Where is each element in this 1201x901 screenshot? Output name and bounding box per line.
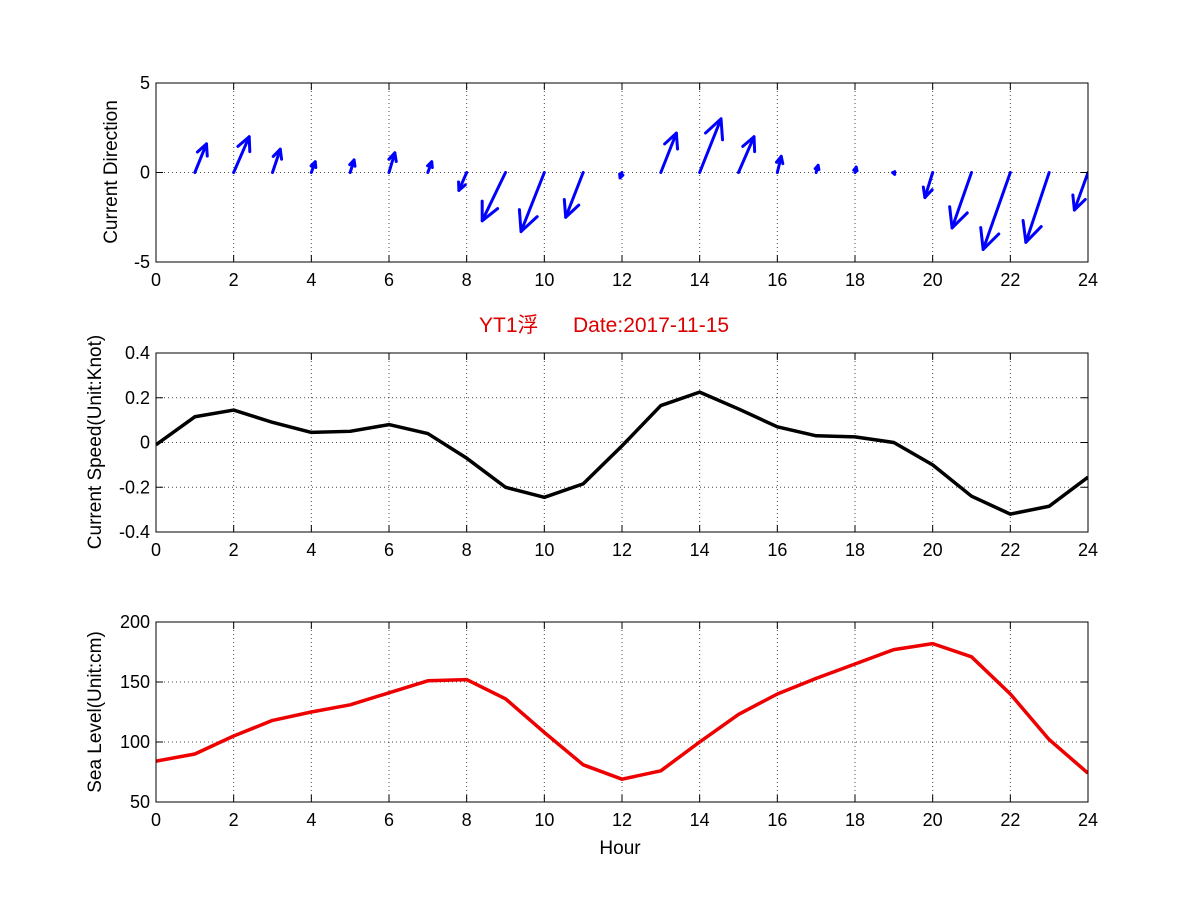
- current-arrow: [737, 135, 757, 174]
- direction-y-tick-label: 5: [140, 73, 150, 93]
- speed-x-tick-label: 10: [534, 540, 554, 560]
- direction-x-tick-label: 20: [923, 270, 943, 290]
- sealevel-x-tick-label: 2: [229, 810, 239, 830]
- current-arrow: [852, 165, 859, 174]
- direction-x-tick-label: 0: [151, 270, 161, 290]
- current-arrow: [979, 171, 1012, 251]
- sealevel-grid: [156, 622, 1088, 802]
- sealevel-x-tick-label: 6: [384, 810, 394, 830]
- current-arrow: [562, 171, 585, 219]
- speed-series-line: [156, 390, 1088, 516]
- speed-x-tick-label: 6: [384, 540, 394, 560]
- current-arrow: [309, 160, 318, 174]
- speed-x-tick-label: 20: [923, 540, 943, 560]
- chart-title-station: YT1浮: [479, 314, 539, 337]
- chart-title-date: Date:2017-11-15: [573, 314, 729, 337]
- sealevel-x-tick-label: 16: [767, 810, 787, 830]
- chart-title: YT1浮 Date:2017-11-15: [479, 314, 729, 337]
- current-arrow: [480, 171, 507, 223]
- direction-y-tick-label: 0: [140, 163, 150, 183]
- sealevel-y-tick-label: 100: [120, 732, 150, 752]
- direction-x-tick-label: 18: [845, 270, 865, 290]
- current-arrow: [387, 151, 398, 174]
- speed-x-ticks: 0 2 4 6 8 10 12 14 16 18 20 22 24: [151, 353, 1098, 560]
- sealevel-x-tick-label: 4: [306, 810, 316, 830]
- direction-x-tick-label: 12: [612, 270, 632, 290]
- direction-x-tick-label: 10: [534, 270, 554, 290]
- direction-x-tick-label: 24: [1078, 270, 1098, 290]
- speed-y-tick-label: -0.2: [119, 477, 150, 497]
- speed-y-ticks: 0.4 0.2 0 -0.2 -0.4: [119, 343, 1088, 542]
- direction-arrows: [193, 117, 1088, 251]
- sealevel-y-ticks: 200 150 100 50: [120, 612, 1088, 812]
- speed-x-tick-label: 2: [229, 540, 239, 560]
- direction-x-tick-label: 4: [306, 270, 316, 290]
- speed-y-tick-label: 0.4: [125, 343, 150, 363]
- current-arrow: [618, 171, 625, 180]
- current-arrow: [891, 170, 897, 176]
- speed-grid: [156, 353, 1088, 532]
- direction-y-axis-label: Current Direction: [101, 100, 122, 244]
- speed-y-axis-label: Current Speed(Unit:Knot): [85, 335, 106, 549]
- direction-x-tick-label: 16: [767, 270, 787, 290]
- current-arrow: [948, 171, 973, 230]
- current-arrow: [348, 158, 357, 174]
- speed-x-tick-label: 12: [612, 540, 632, 560]
- current-arrow: [813, 163, 821, 174]
- sealevel-y-tick-label: 150: [120, 672, 150, 692]
- direction-panel: 0 2 4 6 8 10 12 14 16 18 20 22 24 50-5 Current Direc…: [101, 73, 1098, 290]
- current-arrow: [457, 171, 469, 192]
- direction-y-ticks: 5 0 -5: [134, 73, 1088, 272]
- sealevel-series-line: [156, 641, 1088, 781]
- current-arrow: [659, 131, 680, 174]
- sealevel-series: [156, 641, 1088, 781]
- speed-series: [156, 390, 1088, 516]
- direction-x-ticks: 0 2 4 6 8 10 12 14 16 18 20 22 24: [151, 83, 1098, 290]
- sealevel-y-tick-label: 50: [130, 792, 150, 812]
- direction-x-tick-label: 8: [462, 270, 472, 290]
- sealevel-x-tick-label: 14: [690, 810, 710, 830]
- speed-x-tick-label: 24: [1078, 540, 1098, 560]
- sealevel-x-tick-label: 12: [612, 810, 632, 830]
- sealevel-x-tick-label: 10: [534, 810, 554, 830]
- current-arrow: [232, 135, 252, 174]
- current-arrow: [517, 171, 546, 234]
- current-arrow: [774, 154, 785, 174]
- speed-y-tick-label: 0: [140, 433, 150, 453]
- direction-x-tick-label: 6: [384, 270, 394, 290]
- speed-y-tick-label: -0.4: [119, 522, 150, 542]
- direction-x-tick-label: 22: [1000, 270, 1020, 290]
- current-arrow: [1071, 171, 1088, 212]
- sealevel-y-tick-label: 200: [120, 612, 150, 632]
- speed-y-tick-label: 0.2: [125, 388, 150, 408]
- sealevel-x-ticks: 0 2 4 6 8 10 12 14 16 18 20 22 24: [151, 622, 1098, 830]
- current-arrow: [193, 142, 209, 174]
- current-arrow: [698, 117, 725, 174]
- speed-x-tick-label: 14: [690, 540, 710, 560]
- sealevel-x-axis-label: Hour: [599, 838, 641, 859]
- speed-panel: 0 2 4 6 8 10 12 14 16 18 20 22 24 0.40.20-0.2-0.4 Cu…: [85, 335, 1098, 560]
- current-arrow: [921, 171, 935, 200]
- direction-x-tick-label: 2: [229, 270, 239, 290]
- current-arrow: [426, 160, 434, 174]
- sealevel-y-axis-label: Sea Level(Unit:cm): [85, 631, 106, 793]
- sealevel-x-tick-label: 8: [462, 810, 472, 830]
- sealevel-x-tick-label: 18: [845, 810, 865, 830]
- speed-x-tick-label: 18: [845, 540, 865, 560]
- speed-x-tick-label: 4: [306, 540, 316, 560]
- current-arrow: [1021, 171, 1051, 244]
- current-arrow: [271, 147, 284, 174]
- direction-y-tick-label: -5: [134, 252, 150, 272]
- sealevel-x-tick-label: 24: [1078, 810, 1098, 830]
- direction-x-tick-label: 14: [690, 270, 710, 290]
- sealevel-x-tick-label: 22: [1000, 810, 1020, 830]
- speed-x-tick-label: 8: [462, 540, 472, 560]
- sealevel-x-tick-label: 0: [151, 810, 161, 830]
- speed-x-tick-label: 0: [151, 540, 161, 560]
- sealevel-x-tick-label: 20: [923, 810, 943, 830]
- speed-x-tick-label: 22: [1000, 540, 1020, 560]
- speed-x-tick-label: 16: [767, 540, 787, 560]
